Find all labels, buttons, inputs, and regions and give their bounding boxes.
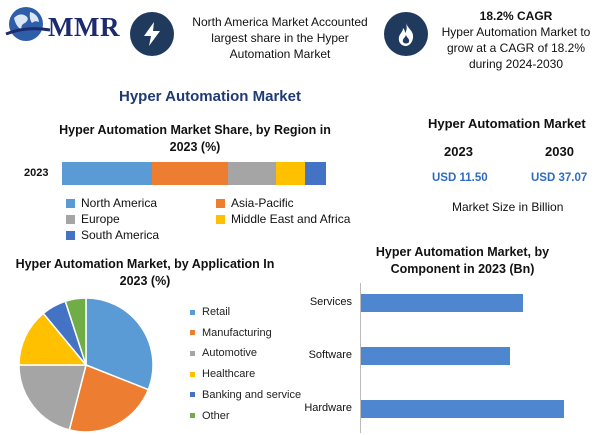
legend-label: Banking and service [202, 388, 302, 401]
component-category-label: Hardware [304, 402, 352, 414]
legend-label: Asia-Pacific [231, 196, 294, 210]
pie-slice-3 [18, 312, 88, 366]
component-chart-title: Hyper Automation Market, by Component in… [375, 245, 550, 276]
legend-label: Other [202, 409, 230, 422]
application-legend-item: Banking and service [190, 388, 301, 402]
value-2023: USD 11.50 [432, 172, 488, 184]
legend-label: Europe [81, 212, 120, 226]
mmr-logo: MMR [4, 4, 122, 52]
component-bar-software [361, 347, 510, 365]
legend-swatch [190, 413, 195, 418]
legend-swatch [66, 214, 75, 224]
value-2030: USD 37.07 [531, 172, 588, 184]
component-chart-axis [360, 283, 361, 433]
application-legend-item: Manufacturing [190, 326, 272, 340]
application-legend-item: Other [190, 409, 230, 423]
region-bar-category: 2023 [24, 167, 49, 179]
region-segment-2 [228, 162, 276, 185]
legend-swatch [190, 371, 195, 377]
application-legend-item: Automotive [190, 346, 257, 360]
logo-text: MMR [48, 12, 120, 42]
info-cagr: 18.2% CAGR Hyper Automation Market to gr… [436, 8, 596, 72]
application-chart-title: Hyper Automation Market, by Application … [15, 257, 275, 288]
year-2030-label: 2030 [545, 144, 574, 159]
region-legend-item: North America [66, 196, 157, 210]
component-category-label: Services [309, 296, 352, 308]
legend-swatch [190, 350, 195, 356]
legend-label: Automotive [202, 347, 258, 360]
application-legend-item: Healthcare [190, 367, 255, 381]
legend-swatch [216, 198, 225, 208]
region-legend-item: South America [66, 228, 159, 242]
legend-swatch [216, 214, 225, 224]
region-segment-1 [151, 162, 229, 185]
market-size-title: Hyper Automation Market [428, 116, 586, 131]
legend-label: Healthcare [202, 368, 256, 381]
component-bar-services [361, 294, 523, 312]
region-legend-item: Asia-Pacific [216, 196, 294, 210]
pie-slice-2 [18, 364, 87, 431]
pie-slice-1 [68, 363, 150, 433]
legend-label: Middle East and Africa [231, 212, 351, 226]
legend-swatch [66, 198, 75, 208]
component-bar-hardware [361, 400, 564, 418]
region-chart-title: Hyper Automation Market Share, by Region… [59, 123, 331, 154]
lightning-icon [130, 12, 174, 56]
region-stacked-bar [62, 162, 326, 185]
main-title: Hyper Automation Market [119, 88, 301, 105]
legend-swatch [66, 230, 75, 240]
region-segment-3 [275, 162, 305, 185]
flame-icon [384, 12, 428, 56]
legend-label: South America [81, 228, 160, 242]
legend-swatch [190, 309, 195, 315]
legend-label: Retail [202, 306, 231, 318]
component-category-label: Software [308, 349, 352, 361]
legend-swatch [190, 330, 195, 336]
region-legend-item: Europe [66, 212, 120, 226]
application-pie-chart [18, 297, 154, 433]
legend-swatch [190, 392, 195, 398]
legend-label: North America [81, 196, 158, 210]
market-size-note: Market Size in Billion [452, 200, 564, 214]
pie-slice-0 [85, 297, 154, 391]
cagr-heading: 18.2% CAGR [479, 9, 553, 23]
globe-icon [5, 7, 51, 41]
info-region-text: North America Market Accounted largest s… [192, 15, 368, 61]
region-segment-4 [304, 162, 326, 185]
region-segment-0 [62, 162, 152, 185]
application-legend-item: Retail [190, 305, 230, 319]
cagr-text: Hyper Automation Market to grow at a CAG… [441, 25, 591, 71]
pie-slice-5 [64, 297, 87, 366]
region-legend-item: Middle East and Africa [216, 212, 350, 226]
legend-label: Manufacturing [202, 326, 272, 339]
year-2023-label: 2023 [444, 144, 473, 159]
